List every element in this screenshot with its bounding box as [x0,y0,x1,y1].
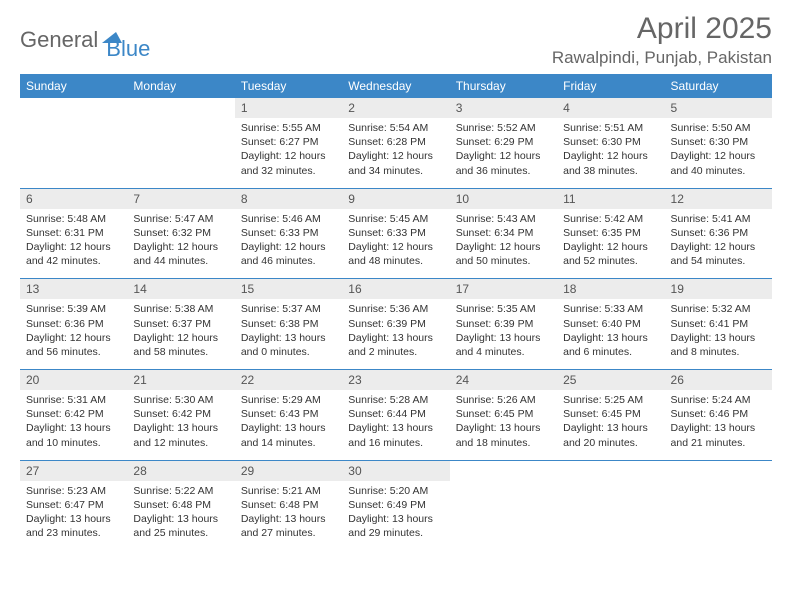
day-number-cell: 23 [342,370,449,390]
day-number-cell: 25 [557,370,664,390]
day-number-cell: 3 [450,98,557,118]
day-of-week-header: Wednesday [342,74,449,98]
day-detail-cell: Sunrise: 5:42 AMSunset: 6:35 PMDaylight:… [557,209,664,279]
day-detail-cell: Sunrise: 5:55 AMSunset: 6:27 PMDaylight:… [235,118,342,188]
day-detail-cell: Sunrise: 5:31 AMSunset: 6:42 PMDaylight:… [20,390,127,460]
day-number-cell: 19 [665,279,772,299]
day-detail-row: Sunrise: 5:55 AMSunset: 6:27 PMDaylight:… [20,118,772,188]
day-detail-cell: Sunrise: 5:37 AMSunset: 6:38 PMDaylight:… [235,299,342,369]
day-detail-cell: Sunrise: 5:52 AMSunset: 6:29 PMDaylight:… [450,118,557,188]
day-number-cell: 8 [235,189,342,209]
day-number-cell: 1 [235,98,342,118]
day-detail-cell [450,481,557,551]
day-number-cell: 29 [235,461,342,481]
day-number-cell: 2 [342,98,449,118]
day-detail-row: Sunrise: 5:39 AMSunset: 6:36 PMDaylight:… [20,299,772,369]
day-detail-cell: Sunrise: 5:41 AMSunset: 6:36 PMDaylight:… [665,209,772,279]
day-number-cell: 30 [342,461,449,481]
day-number-cell: 24 [450,370,557,390]
day-detail-cell: Sunrise: 5:23 AMSunset: 6:47 PMDaylight:… [20,481,127,551]
day-detail-cell: Sunrise: 5:21 AMSunset: 6:48 PMDaylight:… [235,481,342,551]
logo-text-blue: Blue [106,36,150,62]
day-number-cell: 4 [557,98,664,118]
day-number-cell: 28 [127,461,234,481]
day-of-week-header: Tuesday [235,74,342,98]
day-detail-cell: Sunrise: 5:39 AMSunset: 6:36 PMDaylight:… [20,299,127,369]
day-detail-row: Sunrise: 5:48 AMSunset: 6:31 PMDaylight:… [20,209,772,279]
day-detail-cell: Sunrise: 5:50 AMSunset: 6:30 PMDaylight:… [665,118,772,188]
day-detail-cell: Sunrise: 5:28 AMSunset: 6:44 PMDaylight:… [342,390,449,460]
day-number-cell: 21 [127,370,234,390]
day-detail-cell: Sunrise: 5:38 AMSunset: 6:37 PMDaylight:… [127,299,234,369]
day-detail-cell: Sunrise: 5:36 AMSunset: 6:39 PMDaylight:… [342,299,449,369]
day-number-cell: 17 [450,279,557,299]
day-detail-cell: Sunrise: 5:25 AMSunset: 6:45 PMDaylight:… [557,390,664,460]
day-detail-cell: Sunrise: 5:29 AMSunset: 6:43 PMDaylight:… [235,390,342,460]
day-of-week-header: Sunday [20,74,127,98]
day-number-cell: 18 [557,279,664,299]
day-number-cell: 15 [235,279,342,299]
day-number-cell: 7 [127,189,234,209]
day-number-row: 20212223242526 [20,370,772,390]
day-of-week-header: Thursday [450,74,557,98]
day-detail-cell: Sunrise: 5:51 AMSunset: 6:30 PMDaylight:… [557,118,664,188]
day-number-cell [665,461,772,481]
page-header: General Blue April 2025 Rawalpindi, Punj… [20,12,772,68]
day-number-cell: 12 [665,189,772,209]
day-number-row: 6789101112 [20,189,772,209]
day-detail-cell: Sunrise: 5:47 AMSunset: 6:32 PMDaylight:… [127,209,234,279]
calendar-table: SundayMondayTuesdayWednesdayThursdayFrid… [20,74,772,550]
day-detail-cell [665,481,772,551]
day-detail-cell [557,481,664,551]
day-number-cell: 26 [665,370,772,390]
day-number-cell: 20 [20,370,127,390]
day-number-cell: 14 [127,279,234,299]
day-number-cell [127,98,234,118]
day-detail-cell [20,118,127,188]
day-number-row: 12345 [20,98,772,118]
logo: General Blue [20,18,150,62]
day-detail-cell: Sunrise: 5:20 AMSunset: 6:49 PMDaylight:… [342,481,449,551]
day-of-week-row: SundayMondayTuesdayWednesdayThursdayFrid… [20,74,772,98]
day-number-cell [557,461,664,481]
day-detail-cell: Sunrise: 5:30 AMSunset: 6:42 PMDaylight:… [127,390,234,460]
day-number-cell: 27 [20,461,127,481]
day-detail-cell: Sunrise: 5:43 AMSunset: 6:34 PMDaylight:… [450,209,557,279]
day-detail-cell: Sunrise: 5:35 AMSunset: 6:39 PMDaylight:… [450,299,557,369]
logo-text-general: General [20,27,98,53]
title-block: April 2025 Rawalpindi, Punjab, Pakistan [552,12,772,68]
day-detail-row: Sunrise: 5:23 AMSunset: 6:47 PMDaylight:… [20,481,772,551]
day-number-cell: 16 [342,279,449,299]
day-detail-cell [127,118,234,188]
day-detail-row: Sunrise: 5:31 AMSunset: 6:42 PMDaylight:… [20,390,772,460]
day-number-cell [20,98,127,118]
day-number-cell: 10 [450,189,557,209]
day-number-cell: 11 [557,189,664,209]
day-detail-cell: Sunrise: 5:32 AMSunset: 6:41 PMDaylight:… [665,299,772,369]
day-number-row: 27282930 [20,461,772,481]
day-number-row: 13141516171819 [20,279,772,299]
day-detail-cell: Sunrise: 5:22 AMSunset: 6:48 PMDaylight:… [127,481,234,551]
day-detail-cell: Sunrise: 5:46 AMSunset: 6:33 PMDaylight:… [235,209,342,279]
day-number-cell: 5 [665,98,772,118]
day-number-cell [450,461,557,481]
day-number-cell: 6 [20,189,127,209]
day-of-week-header: Saturday [665,74,772,98]
day-number-cell: 22 [235,370,342,390]
day-detail-cell: Sunrise: 5:48 AMSunset: 6:31 PMDaylight:… [20,209,127,279]
day-number-cell: 9 [342,189,449,209]
day-detail-cell: Sunrise: 5:24 AMSunset: 6:46 PMDaylight:… [665,390,772,460]
day-number-cell: 13 [20,279,127,299]
month-title: April 2025 [552,12,772,46]
location-text: Rawalpindi, Punjab, Pakistan [552,48,772,68]
day-detail-cell: Sunrise: 5:45 AMSunset: 6:33 PMDaylight:… [342,209,449,279]
day-detail-cell: Sunrise: 5:33 AMSunset: 6:40 PMDaylight:… [557,299,664,369]
day-of-week-header: Friday [557,74,664,98]
day-detail-cell: Sunrise: 5:54 AMSunset: 6:28 PMDaylight:… [342,118,449,188]
day-detail-cell: Sunrise: 5:26 AMSunset: 6:45 PMDaylight:… [450,390,557,460]
day-of-week-header: Monday [127,74,234,98]
